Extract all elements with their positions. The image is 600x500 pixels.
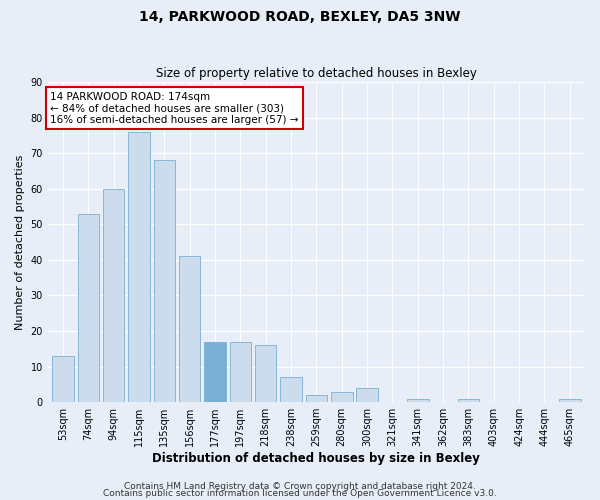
Bar [356,388,378,402]
Bar [331,392,353,402]
X-axis label: Distribution of detached houses by size in Bexley: Distribution of detached houses by size … [152,452,481,465]
Bar [154,160,175,402]
Title: Size of property relative to detached houses in Bexley: Size of property relative to detached ho… [156,66,477,80]
Bar [458,398,479,402]
Bar [103,189,124,402]
Bar [204,342,226,402]
Text: Contains public sector information licensed under the Open Government Licence v3: Contains public sector information licen… [103,489,497,498]
Text: 14 PARKWOOD ROAD: 174sqm
← 84% of detached houses are smaller (303)
16% of semi-: 14 PARKWOOD ROAD: 174sqm ← 84% of detach… [50,92,299,125]
Bar [77,214,99,402]
Bar [230,342,251,402]
Bar [255,346,277,402]
Bar [559,398,581,402]
Bar [128,132,150,402]
Bar [407,398,428,402]
Text: Contains HM Land Registry data © Crown copyright and database right 2024.: Contains HM Land Registry data © Crown c… [124,482,476,491]
Bar [52,356,74,402]
Text: 14, PARKWOOD ROAD, BEXLEY, DA5 3NW: 14, PARKWOOD ROAD, BEXLEY, DA5 3NW [139,10,461,24]
Bar [280,378,302,402]
Y-axis label: Number of detached properties: Number of detached properties [15,154,25,330]
Bar [179,256,200,402]
Bar [305,395,327,402]
